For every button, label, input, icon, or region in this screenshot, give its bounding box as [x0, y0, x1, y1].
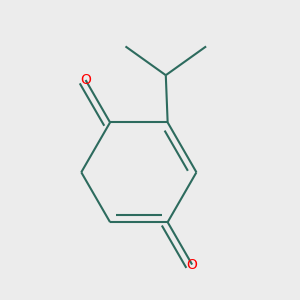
Text: O: O	[187, 258, 198, 272]
Text: O: O	[80, 73, 91, 87]
